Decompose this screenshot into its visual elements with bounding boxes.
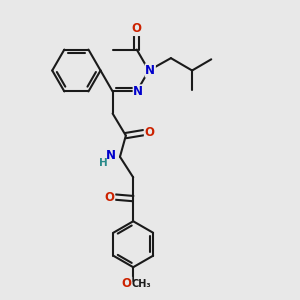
Text: O: O <box>122 277 132 290</box>
Text: CH₃: CH₃ <box>132 279 151 289</box>
Text: O: O <box>144 126 154 139</box>
Text: H: H <box>99 158 108 168</box>
Text: N: N <box>106 149 116 162</box>
Text: N: N <box>145 64 155 77</box>
Text: O: O <box>105 190 115 204</box>
Text: N: N <box>133 85 143 98</box>
Text: O: O <box>132 22 142 35</box>
